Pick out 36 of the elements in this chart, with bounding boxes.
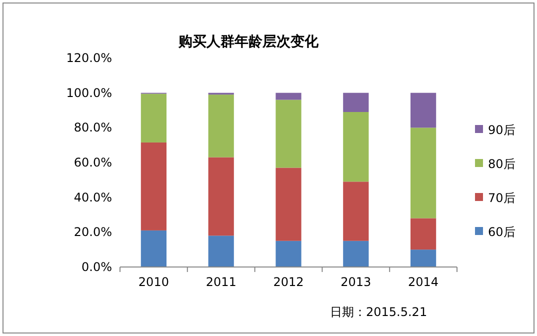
y-tick-label: 60.0% <box>74 156 112 170</box>
chart-title: 购买人群年龄层次变化 <box>178 33 320 50</box>
legend-label: 90后 <box>488 123 516 137</box>
y-tick-label: 80.0% <box>74 120 112 135</box>
bar <box>276 100 302 168</box>
bar <box>410 128 436 218</box>
x-tick-label: 2013 <box>340 275 372 289</box>
bar <box>410 218 436 250</box>
bar <box>276 168 302 241</box>
bar <box>140 230 167 267</box>
bar <box>343 112 369 182</box>
y-tick-label: 120.0% <box>66 51 112 65</box>
bar <box>343 92 369 112</box>
bar <box>410 92 436 128</box>
bar <box>343 182 369 241</box>
bar <box>410 250 436 267</box>
legend-label: 70后 <box>488 191 516 205</box>
y-tick-label: 40.0% <box>74 190 112 204</box>
x-tick-label: 2011 <box>206 275 236 289</box>
bar <box>208 94 234 158</box>
legend-label: 80后 <box>488 157 516 171</box>
y-tick-label: 100.0% <box>66 86 112 100</box>
bar <box>276 240 302 267</box>
legend-label: 60后 <box>488 225 516 239</box>
y-tick-label: 20.0% <box>74 225 112 240</box>
y-tick-label: 0.0% <box>82 260 112 274</box>
bar <box>140 94 167 142</box>
bar <box>276 92 302 100</box>
x-tick-label: 2010 <box>138 275 169 289</box>
bar <box>140 142 167 230</box>
x-tick-label: 2012 <box>273 275 304 289</box>
bar <box>208 236 234 267</box>
x-tick-label: 2014 <box>408 275 439 289</box>
text: 日期：2015.5.21 <box>330 305 428 319</box>
bar <box>343 240 369 267</box>
bar <box>208 157 234 236</box>
